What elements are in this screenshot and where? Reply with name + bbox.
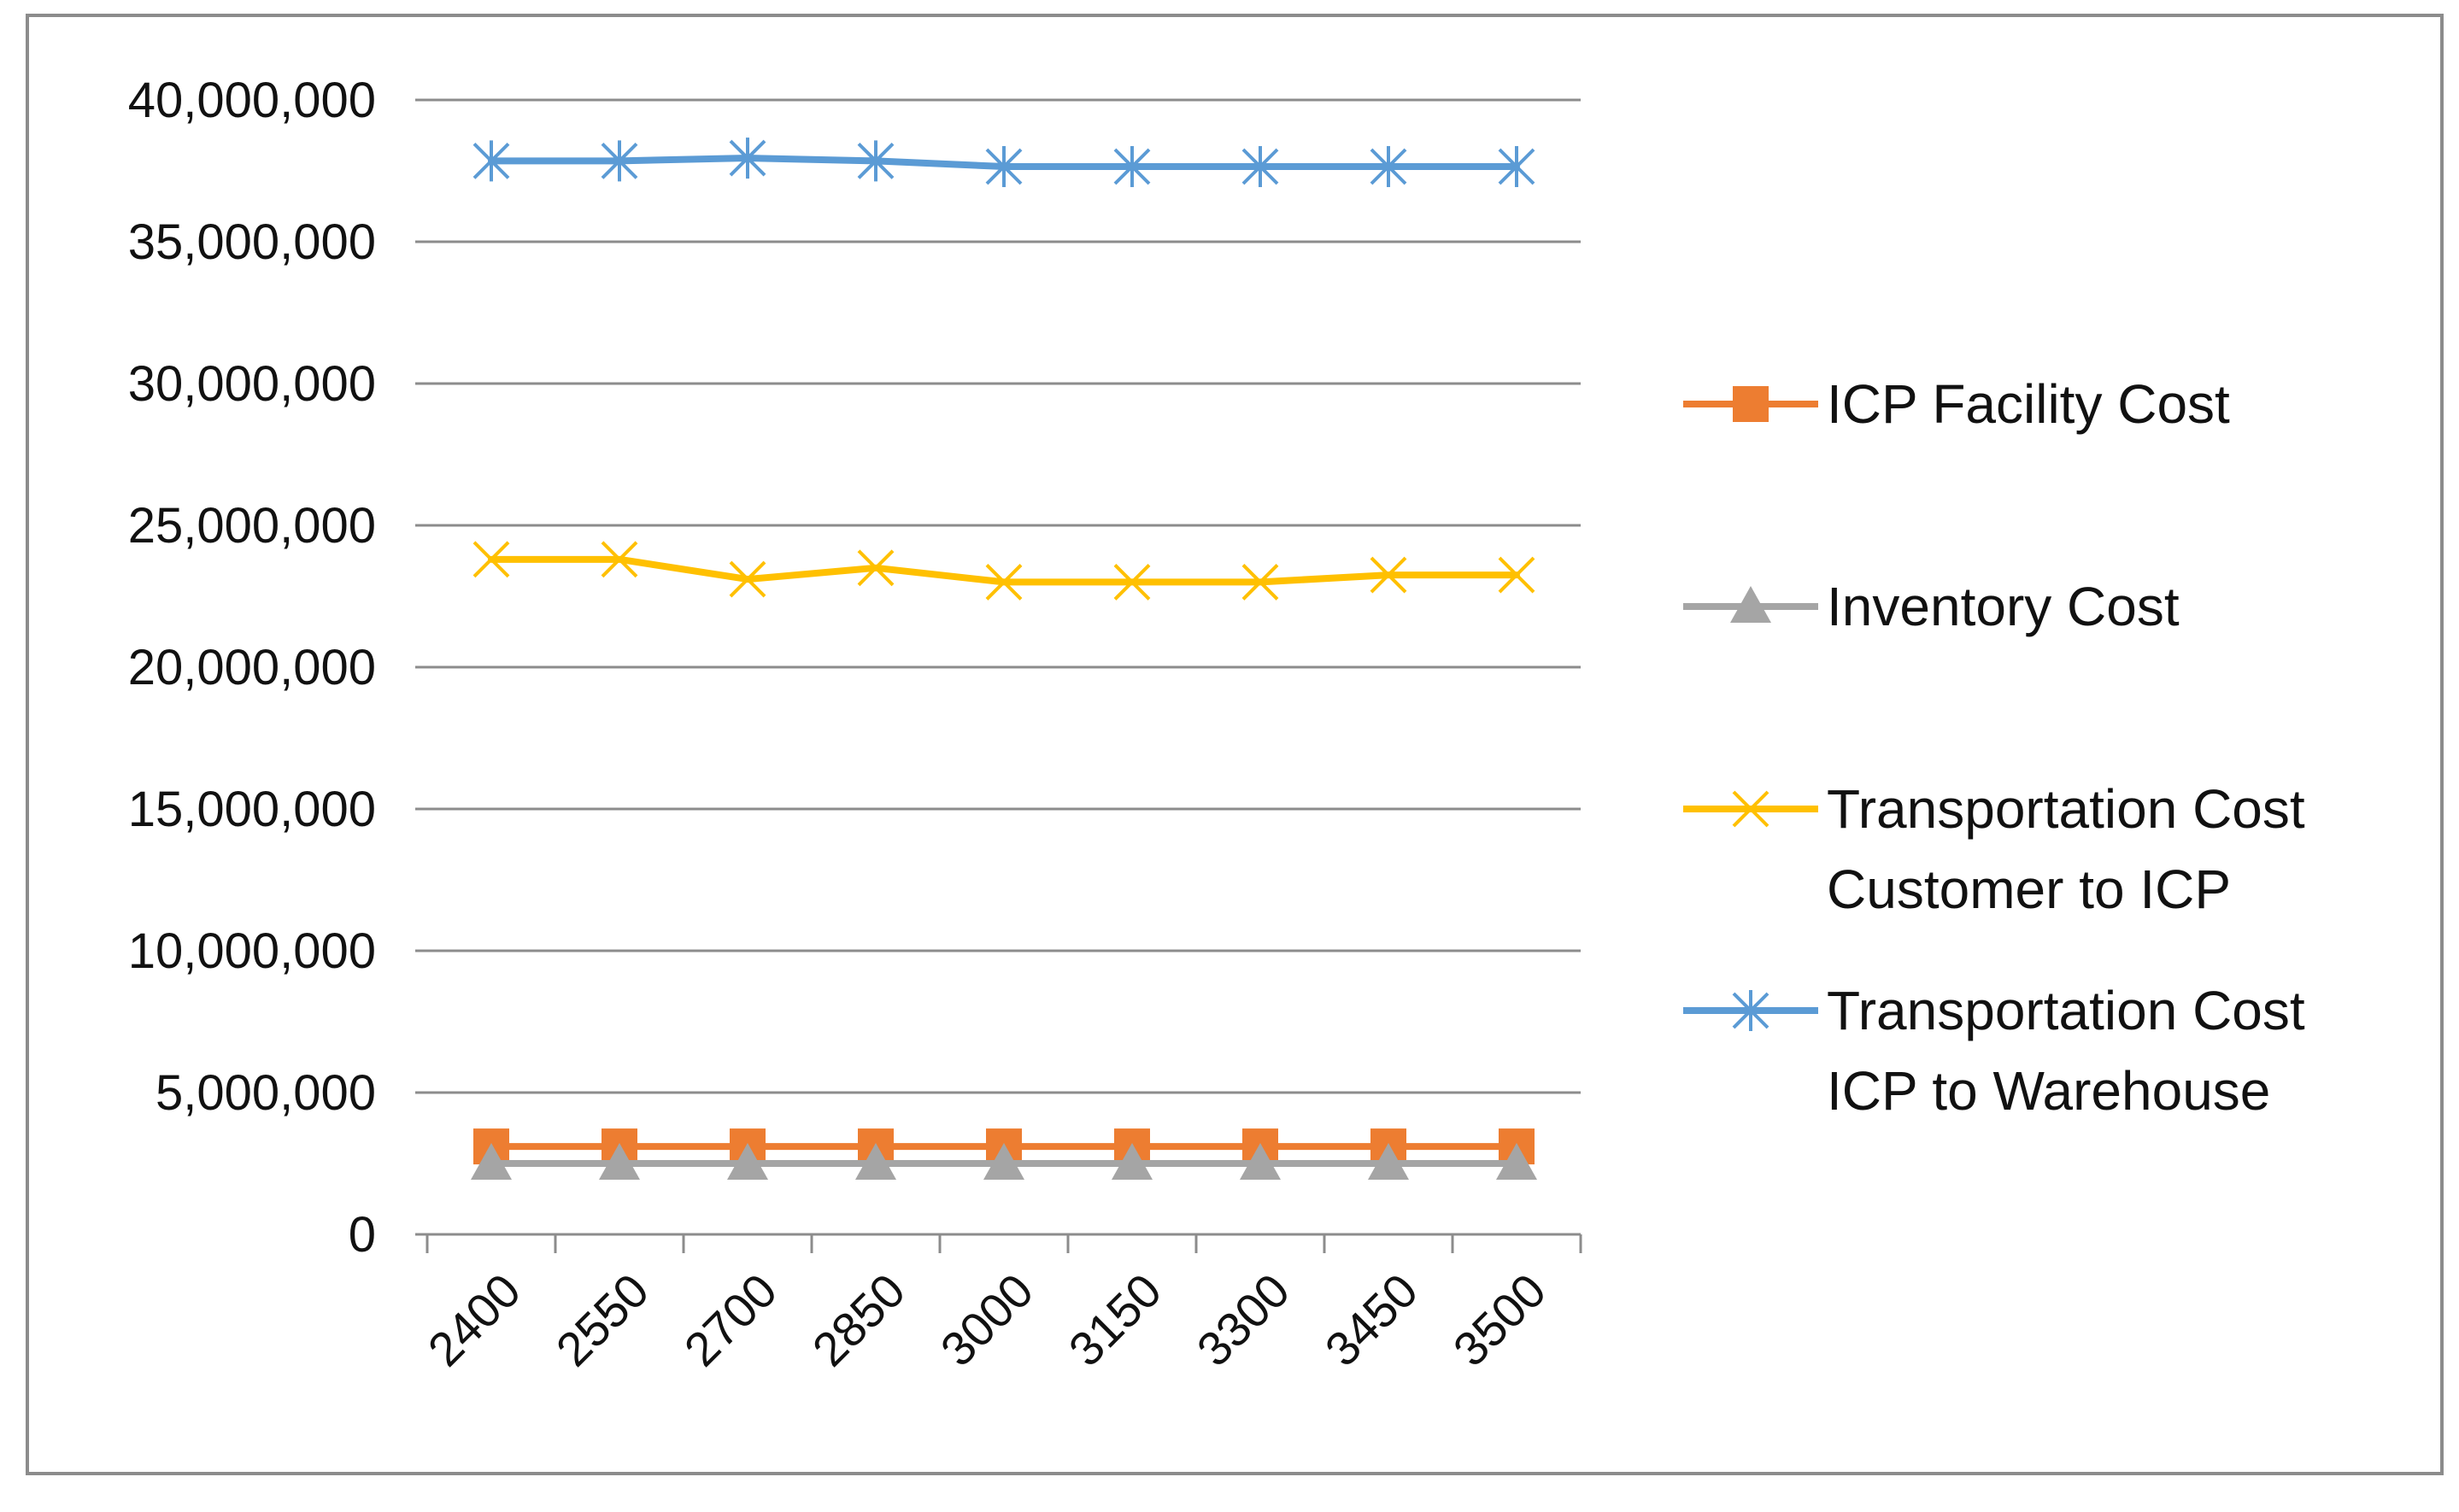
gridlines (415, 98, 1581, 1094)
data-point (472, 541, 510, 578)
legend-marker (1730, 586, 1771, 623)
data-point (599, 1143, 640, 1180)
data-point (1368, 1143, 1409, 1180)
legend-marker (1732, 790, 1769, 828)
y-tick-label: 5,000,000 (156, 1065, 376, 1121)
data-point (1113, 563, 1151, 601)
data-point (471, 1143, 512, 1180)
marker-stroke (601, 541, 638, 578)
y-tick-label: 40,000,000 (128, 73, 376, 128)
marker-stroke (1370, 556, 1407, 594)
data-point (729, 560, 766, 598)
data-point (985, 146, 1023, 188)
marker-stroke (985, 563, 1023, 601)
legend-item-4: Transportation Cost ICP to Warehouse (1683, 980, 2305, 1122)
legend-label: Transportation Cost (1827, 778, 2305, 840)
data-point (472, 140, 510, 182)
data-point (857, 549, 895, 587)
legend-label: Inventory Cost (1827, 576, 2180, 637)
y-tick-label: 30,000,000 (128, 356, 376, 412)
marker-stroke (1241, 563, 1279, 601)
data-point (1370, 146, 1407, 188)
data-point (729, 138, 766, 179)
legend-item-2: Inventory Cost (1683, 576, 2180, 637)
data-point (857, 140, 895, 182)
marker-stroke (857, 549, 895, 587)
legend-marker (1732, 990, 1769, 1031)
data-point (855, 1143, 896, 1180)
data-point (985, 563, 1023, 601)
data-point (1240, 1143, 1281, 1180)
chart-frame (26, 14, 2444, 1475)
series-2 (471, 1143, 1537, 1180)
data-point (1241, 146, 1279, 188)
data-point (983, 1143, 1024, 1180)
legend: ICP Facility Cost Inventory Cost Transport… (1683, 373, 2305, 1122)
y-tick-label: 35,000,000 (128, 214, 376, 270)
legend-marker (1733, 386, 1769, 422)
data-point (1498, 556, 1535, 594)
data-point (601, 541, 638, 578)
y-tick-label: 10,000,000 (128, 923, 376, 979)
y-tick-label: 20,000,000 (128, 640, 376, 695)
data-point (1498, 146, 1535, 188)
series-3 (472, 541, 1535, 601)
y-tick-label: 25,000,000 (128, 498, 376, 554)
series-4 (472, 138, 1535, 188)
marker-stroke (1732, 790, 1769, 828)
data-point (1113, 146, 1151, 188)
plot-area (471, 138, 1537, 1180)
data-point (1241, 563, 1279, 601)
data-point (1496, 1143, 1537, 1180)
legend-item-3: Transportation Cost Customer to ICP (1683, 778, 2305, 920)
y-tick-label: 15,000,000 (128, 782, 376, 837)
data-point (727, 1143, 768, 1180)
y-tick-label: 0 (349, 1207, 376, 1263)
legend-label: Customer to ICP (1827, 859, 2231, 920)
legend-label: Transportation Cost (1827, 980, 2305, 1041)
marker-stroke (729, 560, 766, 598)
data-point (1370, 556, 1407, 594)
marker-stroke (1498, 556, 1535, 594)
data-point (1112, 1143, 1153, 1180)
marker-stroke (1113, 563, 1151, 601)
legend-item-1: ICP Facility Cost (1683, 373, 2230, 435)
legend-label: ICP Facility Cost (1827, 373, 2230, 435)
legend-label: ICP to Warehouse (1827, 1060, 2270, 1122)
marker-stroke (472, 541, 510, 578)
data-point (601, 140, 638, 182)
